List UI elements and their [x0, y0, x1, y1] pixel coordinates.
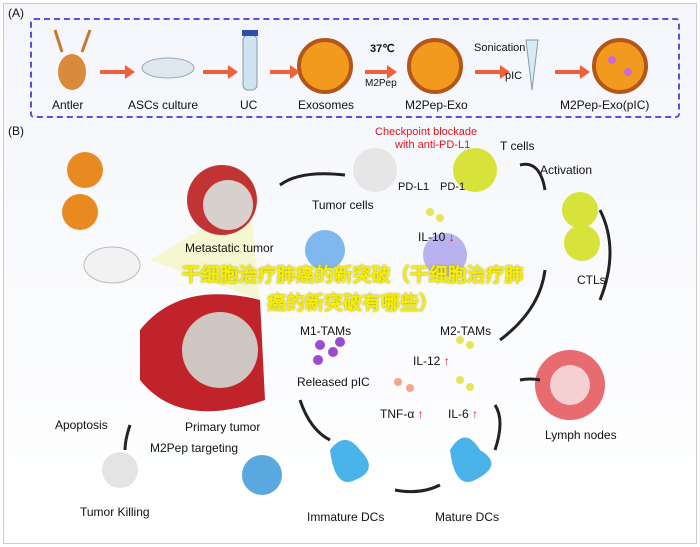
dish-icon [141, 57, 195, 79]
pic-particles [313, 337, 345, 365]
cargo-label: pIC [505, 70, 523, 82]
tube-icon [242, 34, 258, 91]
targeting-label: M2Pep targeting [150, 441, 239, 455]
apoptosis-label: Apoptosis [55, 418, 108, 432]
lymph-nodes-label: Lymph nodes [545, 428, 617, 442]
flow-arrows [123, 162, 612, 494]
ctl-icon [562, 192, 598, 228]
step-label: Antler [52, 98, 84, 112]
immature-dc-icon [330, 440, 369, 482]
panel-b-label: (B) [8, 124, 24, 138]
step-label: Exosomes [298, 98, 355, 112]
mature-dc-icon [450, 437, 492, 482]
tnf-label: TNF-α ↑ [380, 407, 424, 421]
metastatic-label: Metastatic tumor [185, 241, 274, 255]
m1-tam-icon [305, 230, 345, 270]
nanoparticle-icon [67, 152, 103, 188]
il10-label: IL-10 ↓ [418, 230, 455, 244]
cytokine-dots [426, 208, 474, 391]
m2pep-exo-pic-icon [592, 38, 648, 94]
deer-icon [53, 29, 92, 90]
immature-dcs-label: Immature DCs [307, 510, 385, 524]
mature-dcs-label: Mature DCs [435, 510, 500, 524]
step-label: UC [240, 98, 258, 112]
step-label: M2Pep-Exo(pIC) [560, 98, 650, 112]
panel-a-box [30, 18, 680, 118]
m2-label: M2-TAMs [440, 324, 492, 338]
temperature-label: 37℃ [370, 43, 395, 55]
primary-tumor-label: Primary tumor [185, 420, 261, 434]
exosome-icon [297, 38, 353, 94]
ctls-label: CTLs [577, 273, 606, 287]
overlay-title: 干细胞治疗肺癌的新突破（干细胞治疗肺癌的新突破有哪些） [181, 265, 524, 314]
sonication-label: Sonication [474, 42, 526, 54]
m2-tam-icon [423, 233, 467, 277]
il6-label: IL-6 ↑ [448, 407, 479, 421]
process-arrows [100, 65, 590, 79]
tumor-killing-label: Tumor Killing [80, 505, 150, 519]
step-label: M2Pep-Exo [405, 98, 468, 112]
mouse-icon [83, 246, 141, 284]
nanoparticle-icon [62, 194, 98, 230]
m2pep-exo-icon [407, 38, 463, 94]
m1-label: M1-TAMs [300, 324, 352, 338]
checkpoint-sub-label: with anti-PD-L1 [395, 139, 471, 151]
pd-l1-label: PD-L1 [398, 181, 430, 193]
pd-1-label: PD-1 [440, 181, 466, 193]
released-pic-label: Released pIC [297, 375, 370, 389]
dead-tumor-icon [102, 452, 138, 488]
checkpoint-label: Checkpoint blockade [375, 126, 478, 138]
il12-label: IL-12 ↑ [413, 354, 450, 368]
tumor-cells-label: Tumor cells [312, 198, 374, 212]
targeting-icon [242, 455, 282, 495]
t-cells-label: T cells [500, 139, 535, 153]
peptide-label: M2Pep [365, 78, 397, 89]
step-label: ASCs culture [128, 98, 199, 112]
activation-label: Activation [540, 163, 593, 177]
panel-a-label: (A) [8, 6, 24, 20]
t-cell-icon [453, 148, 497, 192]
tumor-cell-icon [353, 148, 397, 192]
eppendorf-icon [525, 39, 539, 91]
